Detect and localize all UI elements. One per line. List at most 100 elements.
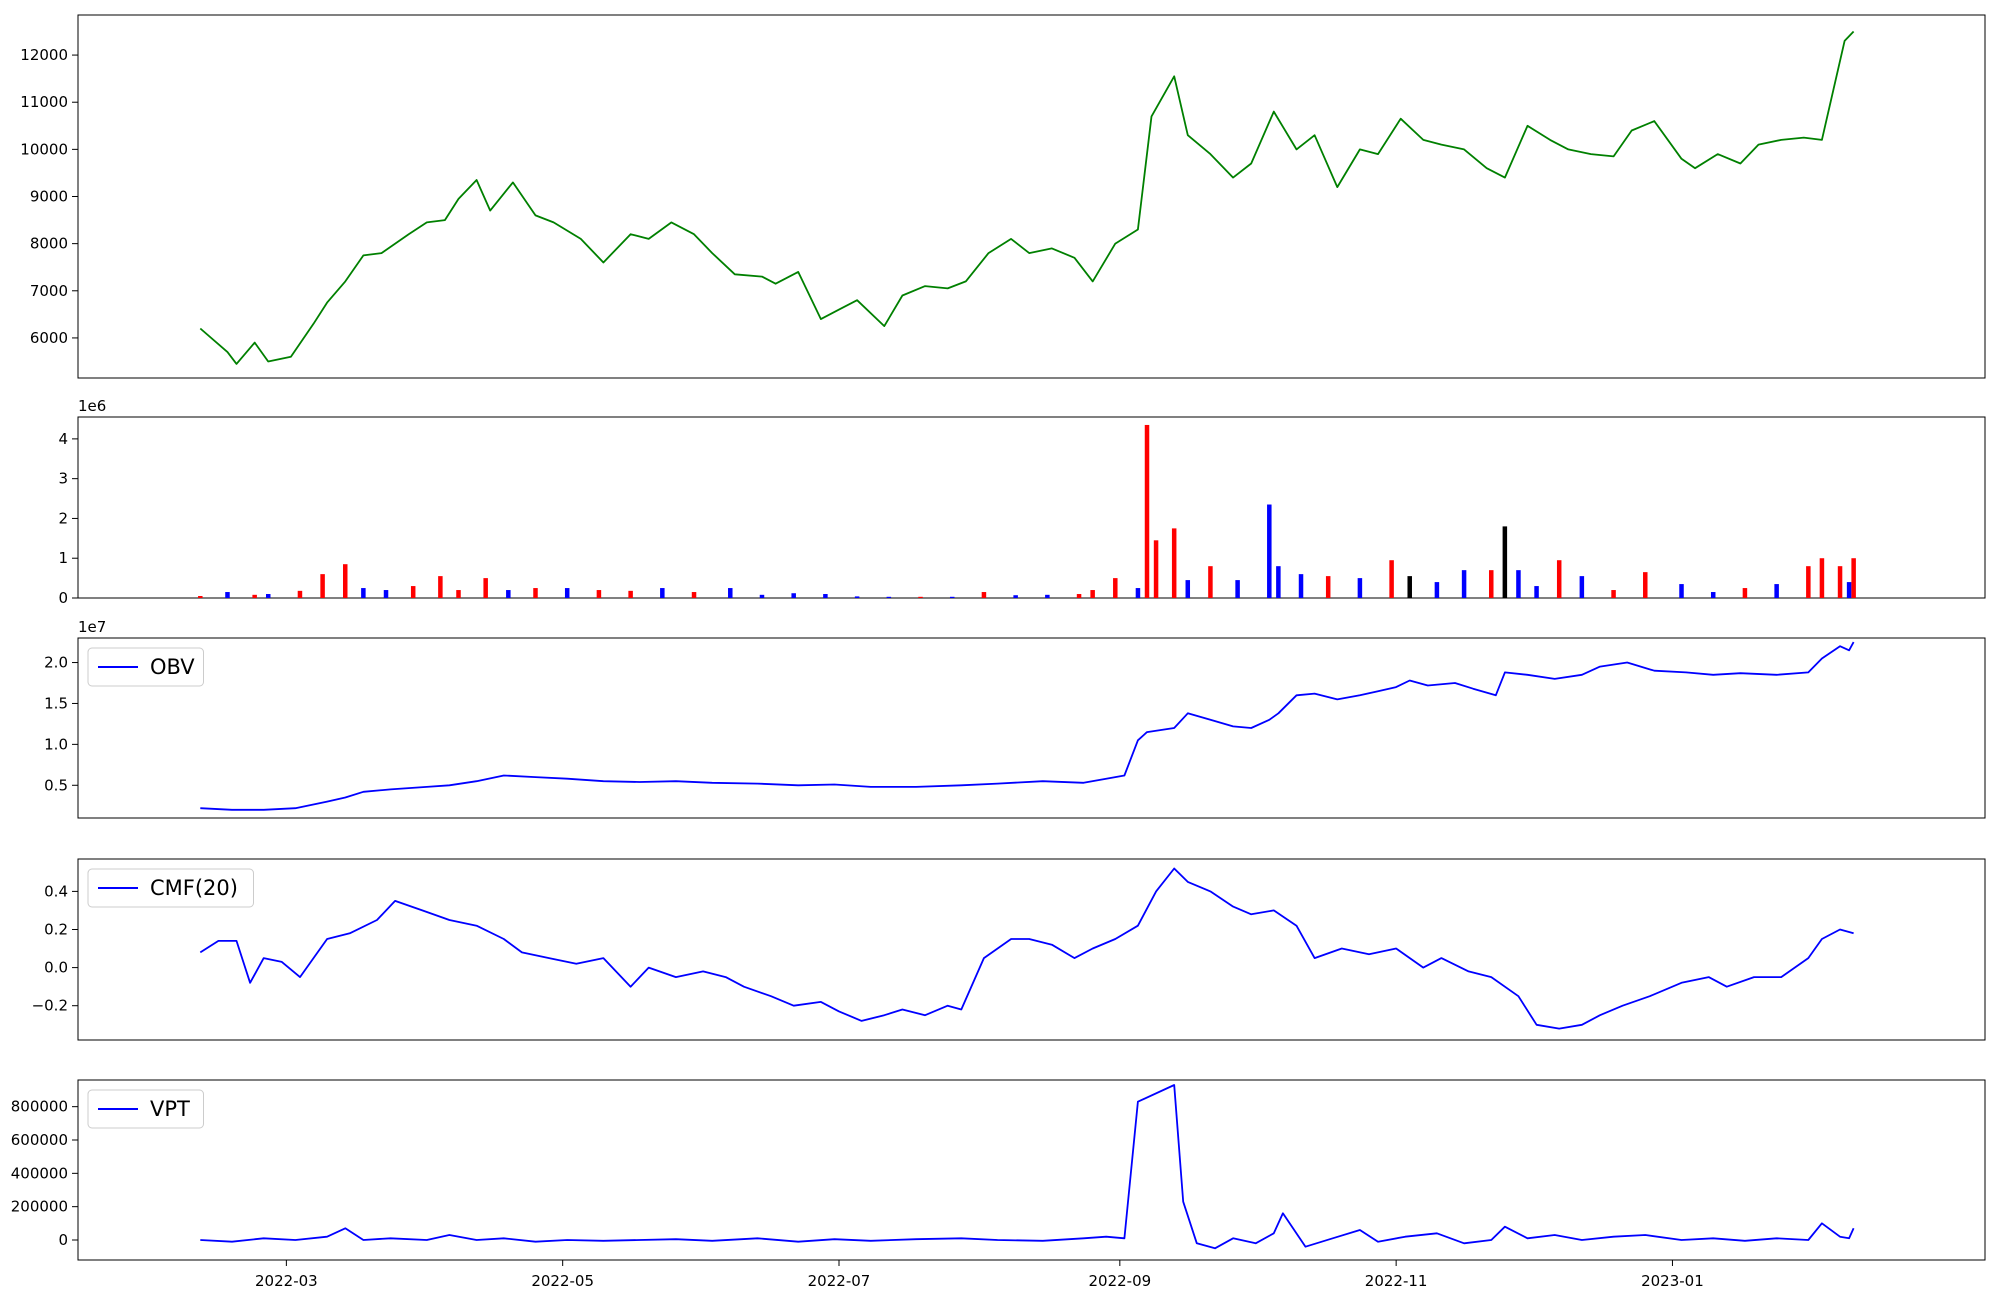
volume-bar <box>383 590 389 598</box>
volume-y-tick-label: 4 <box>58 430 68 448</box>
price-y-tick-label: 12000 <box>20 46 68 64</box>
cmf-y-tick-label: 0.2 <box>44 920 68 938</box>
obv-y-tick-label: 0.5 <box>44 776 68 794</box>
volume-bar <box>1208 566 1213 598</box>
volume-bar <box>1013 595 1018 598</box>
volume-bar <box>691 592 697 598</box>
x-tick-label: 2022-05 <box>531 1272 594 1290</box>
vpt-plot-area <box>77 1079 1986 1261</box>
vpt-legend: VPT <box>87 1089 204 1129</box>
volume-bar <box>1806 566 1811 598</box>
volume-bar <box>1710 592 1716 598</box>
volume-bar <box>252 594 257 598</box>
volume-bar <box>918 596 923 598</box>
cmf-y-tick-label: −0.2 <box>32 997 68 1015</box>
volume-bar <box>823 594 828 598</box>
volume-bar <box>1534 586 1539 598</box>
obv-legend-box <box>87 647 204 687</box>
vpt-y-tick-label: 400000 <box>11 1164 68 1182</box>
volume-bar <box>1611 590 1616 598</box>
obv-legend: OBV <box>87 647 204 687</box>
price-y-tick-label: 11000 <box>20 93 68 111</box>
volume-bar <box>533 588 538 598</box>
cmf-legend: CMF(20) <box>87 868 254 908</box>
volume-bar <box>1837 566 1843 598</box>
volume-bar <box>297 590 303 598</box>
volume-bar <box>1819 558 1825 598</box>
volume-bar <box>1742 588 1748 598</box>
vpt-series-line <box>200 1084 1855 1250</box>
volume-bar <box>564 588 570 598</box>
price-y-tick-label: 6000 <box>30 329 68 347</box>
volume-bar <box>1113 578 1118 598</box>
volume-bar <box>886 596 892 598</box>
volume-bar <box>1774 584 1779 598</box>
obv-y-tick-label: 1.5 <box>44 694 68 712</box>
volume-bar <box>759 594 765 598</box>
x-tick-label: 2022-09 <box>1088 1272 1151 1290</box>
vpt-legend-box <box>87 1089 204 1129</box>
volume-panel: 0 1 2 3 4 1e6 <box>58 397 1986 607</box>
volume-bar <box>1851 558 1856 598</box>
volume-bar <box>1357 578 1363 598</box>
volume-bar <box>198 596 203 598</box>
volume-plot-area <box>77 416 1986 599</box>
volume-y-tick-label: 1 <box>58 549 68 567</box>
volume-bar <box>981 592 987 598</box>
volume-bar <box>1579 576 1585 598</box>
price-y-tick-label: 10000 <box>20 140 68 158</box>
volume-y-tick-label: 2 <box>58 509 68 527</box>
volume-bar <box>438 576 443 598</box>
volume-bar <box>1846 582 1852 598</box>
vpt-panel: 0 200000 400000 600000 800000 VPT 2022-03 2022-… <box>11 1079 1986 1290</box>
volume-bar <box>1135 588 1141 598</box>
volume-bar <box>410 586 416 598</box>
x-tick-label: 2022-07 <box>808 1272 871 1290</box>
volume-bar <box>343 564 348 598</box>
volume-bar <box>1090 590 1095 598</box>
price-panel: 6000 7000 8000 9000 10000 11000 12000 <box>20 14 1986 379</box>
volume-bar <box>1153 540 1159 598</box>
volume-bar <box>1171 528 1177 598</box>
volume-bar <box>1389 560 1394 598</box>
obv-y-tick-label: 2.0 <box>44 654 68 672</box>
vpt-y-tick-label: 800000 <box>11 1098 68 1116</box>
volume-bar <box>506 590 511 598</box>
volume-bar <box>1235 580 1240 598</box>
vpt-legend-label: VPT <box>150 1097 190 1121</box>
volume-bar <box>320 574 325 598</box>
volume-bar <box>1298 574 1304 598</box>
volume-bar <box>1516 570 1521 598</box>
vpt-y-tick-label: 200000 <box>11 1198 68 1216</box>
volume-bar <box>660 588 665 598</box>
x-tick-label: 2023-01 <box>1641 1272 1704 1290</box>
volume-bar <box>628 590 633 598</box>
cmf-legend-label: CMF(20) <box>150 876 238 900</box>
cmf-legend-box <box>87 868 254 908</box>
volume-bar <box>949 596 955 598</box>
x-tick-label: 2022-11 <box>1365 1272 1428 1290</box>
volume-bar <box>1045 594 1050 598</box>
obv-panel: 0.5 1.0 1.5 2.0 1e7 OBV <box>44 618 1986 819</box>
obv-multiplier-label: 1e7 <box>78 618 106 636</box>
obv-legend-label: OBV <box>150 655 195 679</box>
price-y-tick-label: 8000 <box>30 235 68 253</box>
volume-bar <box>1276 566 1281 598</box>
obv-plot-area <box>77 637 1986 819</box>
price-y-tick-label: 9000 <box>30 188 68 206</box>
cmf-y-tick-label: 0.0 <box>44 959 68 977</box>
volume-y-tick-label: 3 <box>58 470 68 488</box>
volume-bar <box>1643 572 1648 598</box>
price-y-tick-label: 7000 <box>30 282 68 300</box>
volume-bar <box>1325 576 1331 598</box>
volume-bar <box>1461 570 1467 598</box>
volume-multiplier-label: 1e6 <box>78 397 106 415</box>
volume-bar <box>854 596 860 598</box>
volume-bar <box>1556 560 1562 598</box>
x-tick-label: 2022-03 <box>255 1272 318 1290</box>
volume-bar <box>728 588 733 598</box>
volume-bar <box>791 593 796 598</box>
volume-bar <box>1502 526 1508 598</box>
volume-bar <box>1679 584 1684 598</box>
